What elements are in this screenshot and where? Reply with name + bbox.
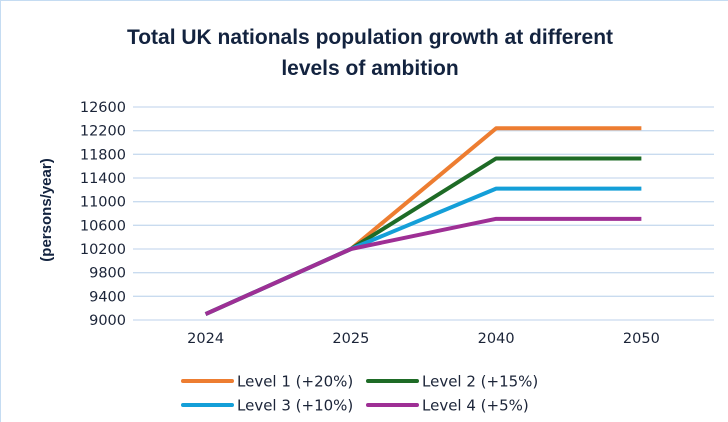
x-axis-ticks: 2024 2025 2040 2050 [187, 331, 660, 347]
y-tick-label: 11000 [80, 195, 126, 211]
x-tick-label: 2024 [187, 331, 224, 347]
legend-label: Level 3 (+10%) [237, 397, 353, 415]
gridlines [133, 106, 714, 321]
y-tick-label: 9800 [89, 266, 126, 282]
y-tick-label: 12600 [80, 100, 126, 116]
y-tick-label: 11800 [80, 147, 126, 163]
legend-label: Level 1 (+20%) [237, 373, 353, 391]
legend-item: Level 1 (+20%) [181, 373, 353, 391]
chart-title-line-2: levels of ambition [281, 57, 459, 80]
y-tick-label: 11400 [80, 171, 126, 187]
y-tick-label: 12200 [80, 124, 126, 140]
x-tick-label: 2050 [623, 331, 660, 347]
x-tick-label: 2040 [478, 331, 515, 347]
series-line-level-2 [204, 156, 642, 316]
legend-item: Level 3 (+10%) [181, 397, 353, 415]
legend: Level 1 (+20%) Level 2 (+15%) Level 3 (+10… [181, 373, 538, 415]
series-line-level-4 [204, 216, 642, 316]
chart-title: Total UK nationals population growth at … [60, 22, 680, 84]
chart-title-line-1: Total UK nationals population growth at … [126, 26, 614, 49]
series-lines [204, 126, 642, 316]
x-tick-label: 2025 [332, 331, 369, 347]
y-axis-label: (persons/year) [38, 158, 55, 261]
legend-label: Level 2 (+15%) [422, 373, 538, 391]
y-axis-ticks: 9000 9400 9800 10200 10600 11000 11400 11800 122… [80, 100, 126, 329]
y-tick-label: 9400 [89, 289, 126, 305]
y-tick-label: 10600 [80, 218, 126, 234]
y-tick-label: 10200 [80, 242, 126, 258]
legend-item: Level 2 (+15%) [366, 373, 538, 391]
legend-item: Level 4 (+5%) [366, 397, 529, 415]
legend-label: Level 4 (+5%) [422, 397, 529, 415]
y-tick-label: 9000 [89, 313, 126, 329]
series-line-level-3 [204, 186, 642, 316]
